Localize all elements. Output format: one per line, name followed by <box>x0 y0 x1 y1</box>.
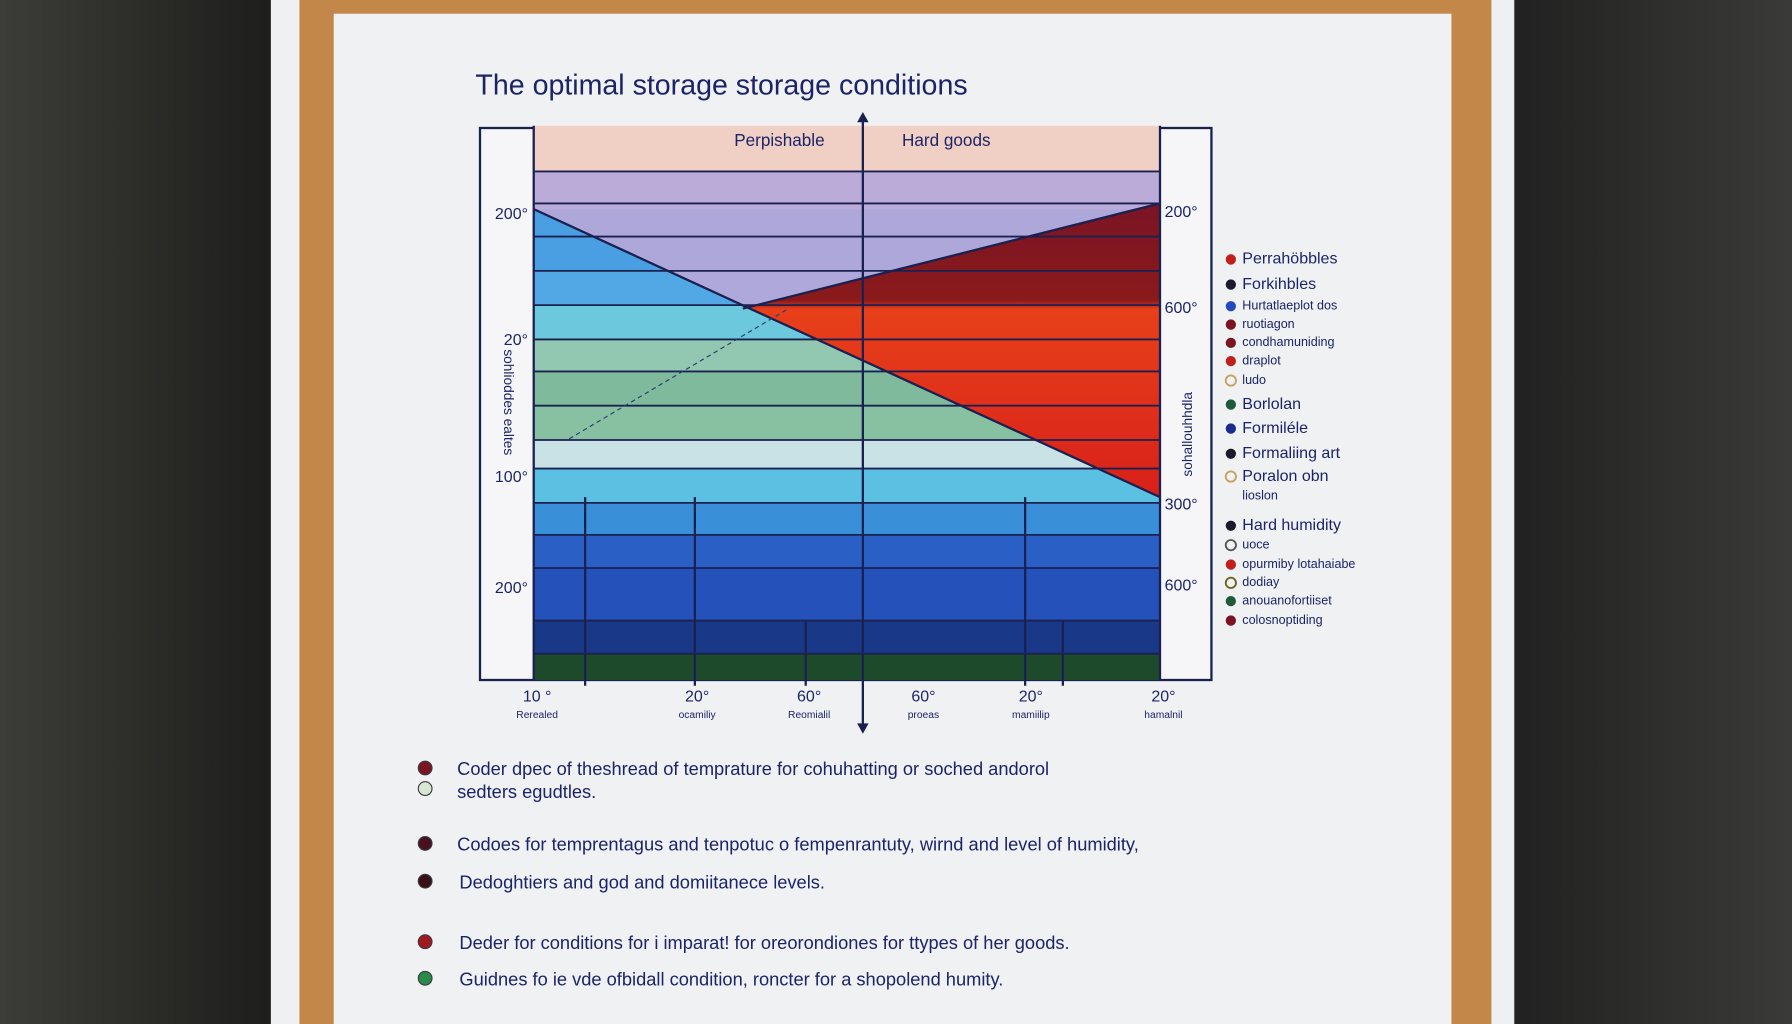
legend-marker <box>1225 615 1236 626</box>
legend-label: dodiay <box>1242 575 1280 589</box>
legend-marker <box>1224 539 1237 552</box>
legend-label: uoce <box>1242 537 1269 551</box>
legend-label: Hard humidity <box>1242 517 1341 534</box>
legend-marker <box>1224 576 1237 589</box>
legend-label: lioslon <box>1242 488 1278 502</box>
legend-marker <box>1225 319 1236 330</box>
y-left-label: 200° <box>495 206 528 223</box>
y-right-title: sohallouhhdla <box>1180 392 1195 477</box>
stripe <box>533 620 1160 654</box>
stripe <box>533 534 1160 568</box>
diagonal-line <box>533 208 1161 499</box>
legend-label: anouanofortiiset <box>1242 593 1332 607</box>
legend-marker <box>1225 423 1236 434</box>
stripe <box>533 568 1160 621</box>
note-bullet <box>417 873 433 889</box>
y-right-label: 600° <box>1165 578 1198 595</box>
legend-label: opurmiby lotahaiabe <box>1242 557 1355 571</box>
arrow-head <box>857 112 869 123</box>
x-sublabel: ocamiliy <box>679 710 717 721</box>
legend-label: colosnoptiding <box>1242 613 1322 627</box>
legend-label: Forkihbles <box>1242 276 1316 293</box>
legend-marker <box>1225 279 1236 290</box>
legend-marker <box>1225 559 1236 570</box>
y-left-label: 200° <box>495 580 528 597</box>
legend-label: Hurtatlaeplot dos <box>1242 299 1337 313</box>
legend-marker <box>1225 596 1236 607</box>
lavender-region <box>533 171 1160 308</box>
red-region <box>747 203 1160 498</box>
note-bullet <box>417 835 433 851</box>
y-left-label: 100° <box>495 469 528 486</box>
legend-label: draplot <box>1242 353 1281 367</box>
legend-marker <box>1225 254 1236 265</box>
note-bullet <box>417 934 433 950</box>
note-text: sedters egudtles. <box>457 781 596 802</box>
legend-label: Formaliing art <box>1242 445 1340 462</box>
y-right-label: 600° <box>1165 300 1198 317</box>
x-label: 60° <box>797 688 821 705</box>
note-bullet <box>417 760 433 776</box>
header-label: Hard goods <box>902 130 991 150</box>
y-right-label: 200° <box>1165 204 1198 221</box>
note-text: Deder for conditions for i imparat! for … <box>459 932 1069 953</box>
stripe <box>533 468 1160 503</box>
arrow-head <box>857 723 869 734</box>
stripe <box>533 653 1160 680</box>
y-left-title: sohlioddes ealtes <box>501 349 516 455</box>
legend-label: Borlolan <box>1242 396 1301 413</box>
note-text: Coder dpec of theshread of temprature fo… <box>457 758 1049 779</box>
header-band <box>533 125 1160 172</box>
note-bullet <box>417 781 433 796</box>
x-label: 20° <box>1019 688 1043 705</box>
x-label: 20° <box>685 688 709 705</box>
x-sublabel: Reomialil <box>788 710 830 721</box>
note-text: Dedoghtiers and god and domiitanece leve… <box>459 871 825 892</box>
dashed-line <box>568 308 789 440</box>
legend-marker <box>1224 374 1237 387</box>
header-label: Perpishable <box>734 130 824 150</box>
x-sublabel: hamalnil <box>1144 710 1182 721</box>
legend-marker <box>1225 448 1236 459</box>
legend-label: condhamuniding <box>1242 335 1334 349</box>
legend-label: Poralon obn <box>1242 468 1328 485</box>
chart: Perpishable Hard goods sohlioddes ealtes… <box>478 112 1213 734</box>
note-text: Guidnes fo ie vde ofbidall condition, ro… <box>459 968 1003 989</box>
stripe <box>533 502 1160 535</box>
note-bullet <box>417 970 433 986</box>
legend-marker <box>1225 301 1236 312</box>
y-right-label: 300° <box>1165 496 1198 513</box>
x-sublabel: mamiilip <box>1012 710 1050 721</box>
legend-label: ruotiagon <box>1242 317 1294 331</box>
x-sublabel: proeas <box>908 710 939 721</box>
legend-marker <box>1225 399 1236 410</box>
y-left-label: 20° <box>504 332 528 349</box>
x-label: 60° <box>911 688 935 705</box>
legend-marker <box>1225 520 1236 531</box>
legend-marker <box>1224 470 1237 483</box>
title: The optimal storage storage conditions <box>475 69 967 101</box>
legend-label: ludo <box>1242 373 1266 387</box>
x-label: 20° <box>1151 688 1175 705</box>
legend-label: Perrahöbbles <box>1242 251 1337 268</box>
legend-marker <box>1225 337 1236 348</box>
legend-label: Formiléle <box>1242 420 1308 437</box>
legend-marker <box>1225 356 1236 367</box>
diagonal-line <box>742 202 1161 310</box>
x-label: 10 ° <box>523 688 552 705</box>
x-sublabel: Rerealed <box>516 710 558 721</box>
note-text: Codoes for temprentagus and tenpotuc o f… <box>457 834 1139 855</box>
